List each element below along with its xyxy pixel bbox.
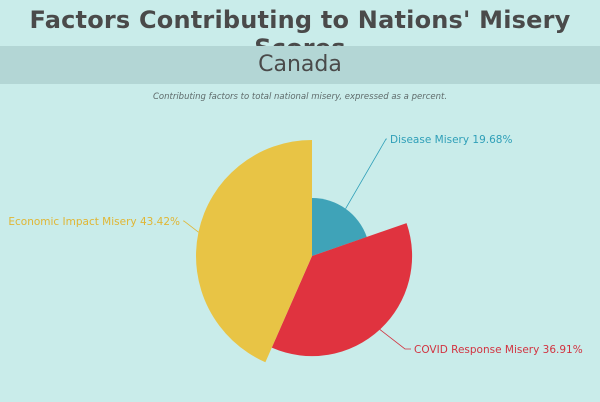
economic-impact-slice [196, 140, 312, 363]
country-band: Canada [0, 46, 600, 84]
disease-label: Disease Misery 19.68% [390, 134, 512, 146]
disease-slice [312, 198, 367, 256]
economic-impact-leader-line [183, 220, 199, 233]
covid-response-slice [271, 223, 413, 357]
covid-response-leader-line [379, 329, 411, 350]
country-name: Canada [258, 52, 342, 77]
economic-impact-label: Economic Impact Misery 43.42% [8, 216, 180, 228]
covid-response-label: COVID Response Misery 36.91% [414, 344, 583, 356]
chart-subtitle: Contributing factors to total national m… [152, 92, 448, 102]
disease-leader-line [345, 138, 387, 209]
